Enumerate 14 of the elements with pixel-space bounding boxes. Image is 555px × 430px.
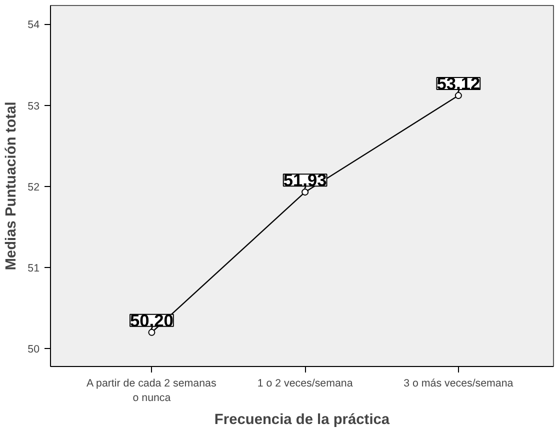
x-tick-label: 1 o 2 veces/semana — [257, 378, 353, 390]
x-tick-label: A partir de cada 2 semanas o nunca — [86, 378, 216, 404]
data-label: 50,20 — [130, 310, 174, 330]
y-tick-label: 54 — [28, 19, 40, 32]
y-tick-label: 52 — [28, 181, 40, 194]
point — [454, 92, 462, 100]
y-tick-label: 50 — [28, 344, 40, 356]
y-axis-title: Medias Puntuación total — [4, 102, 20, 270]
y-tick-label: 51 — [28, 262, 40, 275]
y-tick-label: 53 — [28, 100, 40, 112]
point — [302, 188, 309, 196]
data-label: 51,93 — [283, 170, 328, 190]
x-tick-label: 3 o más veces/semana — [404, 378, 514, 390]
x-axis-title: Frecuencia de la práctica — [214, 412, 390, 428]
